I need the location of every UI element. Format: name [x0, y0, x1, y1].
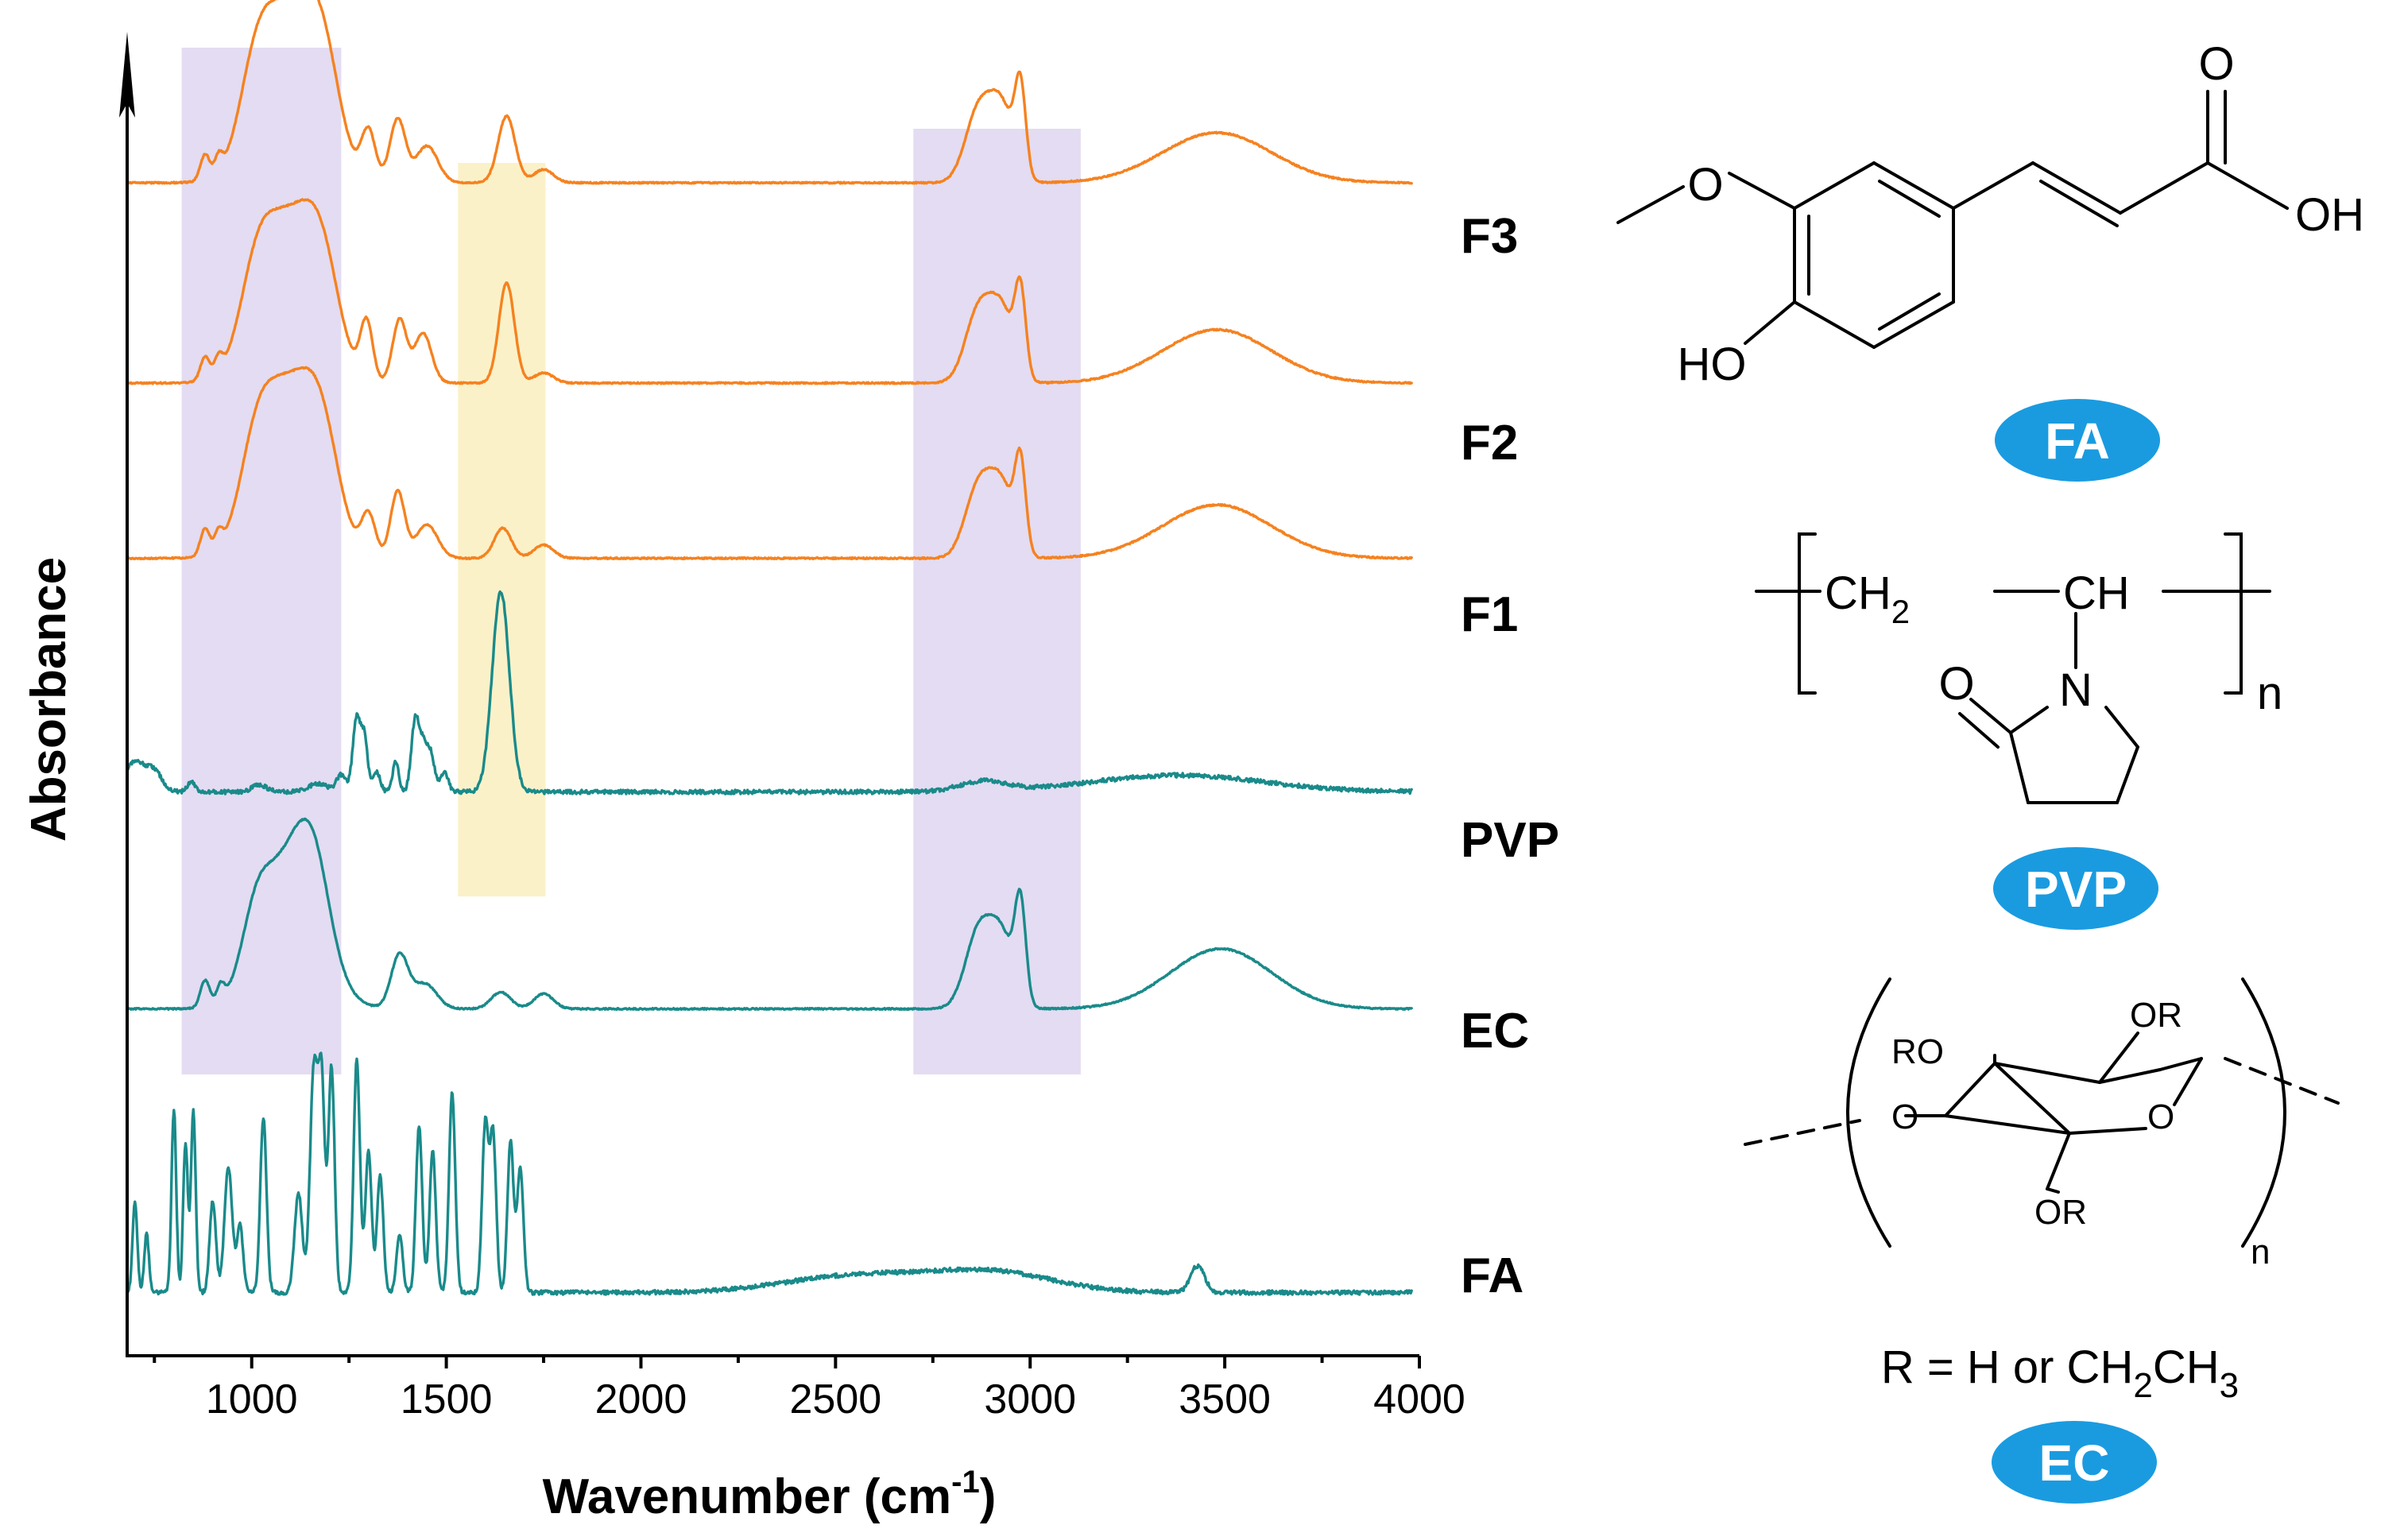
series-label-f1: F1 [1461, 587, 1518, 642]
spectra-traces [126, 0, 1413, 1296]
series-label-pvp: PVP [1461, 813, 1559, 868]
series-line-f3 [126, 0, 1413, 185]
fa-atom-ho: HO [1678, 339, 1747, 390]
ec-atom-or-top: OR [2130, 996, 2182, 1035]
x-tick-label-1500: 1500 [401, 1376, 493, 1423]
pvp-ch2-subscript: 2 [1891, 593, 1910, 630]
pvp-badge: PVP [1993, 847, 2158, 930]
x-tick-label-2000: 2000 [595, 1376, 687, 1423]
ec-repeat-n: n [2251, 1233, 2270, 1272]
highlight-bands [181, 48, 1081, 1074]
series-line-fa [126, 1051, 1413, 1296]
ec-r-mid: CH [2153, 1341, 2220, 1393]
x-tick-label-2500: 2500 [790, 1376, 882, 1423]
ec-atom-o-ring: O [2147, 1097, 2174, 1136]
ec-r-prefix: R = H or CH [1881, 1341, 2133, 1393]
y-axis-title: Absorbance [21, 557, 76, 842]
series-label-f2: F2 [1461, 416, 1518, 470]
series-line-pvp [126, 590, 1413, 795]
x-tick-label-3500: 3500 [1179, 1376, 1271, 1423]
series-label-fa: FA [1461, 1248, 1523, 1303]
pvp-ch2-main: CH [1825, 567, 1891, 619]
pvp-atom-ch: CH [2063, 567, 2130, 619]
ec-r-sub1: 2 [2133, 1366, 2152, 1405]
series-labels: F3 F2 F1 PVP EC FA [1461, 209, 1559, 1303]
ec-dashed-right [2224, 1057, 2340, 1105]
pvp-repeat-n: n [2257, 668, 2282, 719]
x-axis-title-main: Wavenumber (cm [543, 1469, 952, 1524]
ec-dashed-left [1744, 1119, 1861, 1146]
x-axis-title: Wavenumber (cm-1) [543, 1465, 997, 1524]
y-axis-arrow [119, 32, 135, 118]
ec-badge: EC [1992, 1421, 2157, 1504]
ec-atom-ro-left: RO [1891, 1032, 1944, 1071]
series-line-f2 [126, 198, 1413, 385]
highlight-band-3 [913, 129, 1081, 1074]
x-tick-label-4000: 4000 [1373, 1376, 1465, 1423]
fa-bonds [1616, 90, 2289, 349]
x-tick-label-1000: 1000 [206, 1376, 298, 1423]
pvp-badge-ellipse [1993, 847, 2158, 930]
fa-atom-carbonyl-o: O [2198, 38, 2234, 90]
pvp-atom-o: O [1938, 658, 1974, 710]
series-label-f3: F3 [1461, 209, 1518, 264]
series-line-ec [126, 817, 1413, 1011]
pvp-structure: CH2 CH N O n PVP [1755, 532, 2282, 930]
fa-badge-ellipse [1995, 399, 2160, 482]
ec-structure: OR RO O O OR n R = H or CH2CH3 EC [1744, 977, 2340, 1504]
fa-atom-oh: OH [2295, 189, 2364, 241]
pvp-atom-ch2: CH2 [1825, 567, 1910, 630]
fa-badge-label: FA [2045, 412, 2110, 470]
highlight-band-1 [181, 48, 342, 1074]
ec-badge-ellipse [1992, 1421, 2157, 1504]
ec-atom-o-left: O [1891, 1097, 1918, 1136]
fa-structure: O OH O HO FA [1616, 38, 2364, 482]
ec-r-sub2: 3 [2220, 1366, 2239, 1405]
pvp-badge-label: PVP [2025, 861, 2127, 918]
fa-badge: FA [1995, 399, 2160, 482]
ec-r-definition: R = H or CH2CH3 [1881, 1341, 2239, 1405]
series-line-f1 [126, 366, 1413, 560]
ec-badge-label: EC [2039, 1434, 2110, 1492]
chart-axes: 1000 1500 2000 2500 3000 3500 4000 [119, 32, 1465, 1423]
series-label-ec: EC [1461, 1004, 1529, 1059]
x-axis-title-close: ) [980, 1469, 997, 1524]
x-ticks: 1000 1500 2000 2500 3000 3500 4000 [153, 1356, 1465, 1423]
ec-bonds [1744, 977, 2340, 1248]
x-tick-label-3000: 3000 [984, 1376, 1076, 1423]
pvp-atom-n: N [2059, 664, 2092, 716]
ec-atom-or-bottom: OR [2034, 1193, 2087, 1232]
pvp-bonds [1755, 532, 2271, 804]
fa-atom-methoxy-o: O [1687, 159, 1723, 211]
x-axis-title-superscript: -1 [951, 1465, 980, 1500]
